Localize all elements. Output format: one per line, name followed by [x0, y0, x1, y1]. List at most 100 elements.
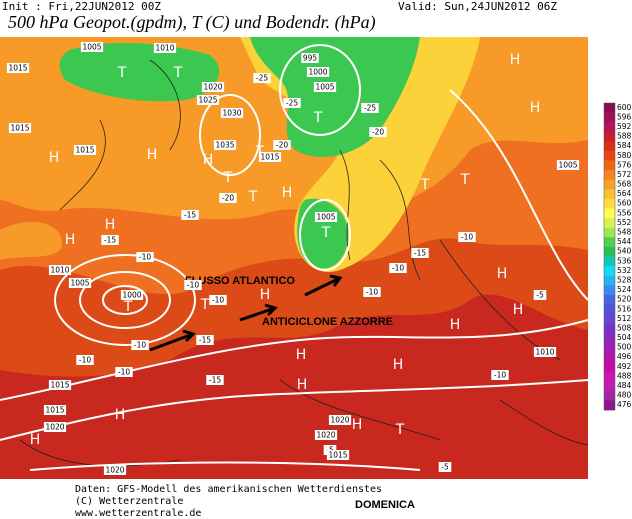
label-box [209, 295, 227, 305]
map-label: -20 [222, 194, 234, 203]
legend-swatch [604, 246, 615, 257]
label-box [533, 290, 547, 300]
legend-label: 492 [617, 362, 632, 371]
legend-label: 548 [617, 228, 632, 237]
annotation: ANTICICLONE AZZORRE [262, 316, 393, 328]
legend-swatch [604, 390, 615, 401]
pressure-center: T [123, 299, 133, 315]
map-label: 1020 [105, 466, 124, 475]
pressure-center: T [420, 177, 430, 193]
label-box [103, 465, 127, 475]
map-label: 1010 [50, 266, 69, 275]
map-label: -20 [372, 128, 384, 137]
legend-swatch [604, 285, 615, 296]
label-box [101, 235, 119, 245]
legend-label: 552 [617, 218, 632, 227]
map-label: -10 [134, 341, 146, 350]
pressure-center: H [497, 266, 508, 282]
contour [54, 254, 196, 346]
legend-label: 564 [617, 189, 632, 198]
label-box [219, 193, 237, 203]
legend-label: 592 [617, 122, 632, 131]
pressure-center: H [282, 185, 293, 201]
legend-swatch [604, 381, 615, 392]
pressure-center: H [30, 432, 41, 448]
label-box [491, 370, 509, 380]
footer-source: Daten: GFS-Modell des amerikanischen Wet… [75, 484, 382, 495]
zone [59, 43, 220, 102]
pressure-center: H [352, 417, 363, 433]
label-box [120, 290, 144, 300]
legend-label: 488 [617, 371, 632, 380]
map-label: 1015 [50, 381, 69, 390]
label-box [206, 375, 224, 385]
legend-label: 600 [617, 103, 632, 112]
contour [0, 89, 589, 471]
label-box [73, 145, 97, 155]
label-box [363, 287, 381, 297]
legend-swatch [604, 256, 615, 267]
legend-label: 568 [617, 180, 632, 189]
label-box [115, 367, 133, 377]
legend-swatch [604, 352, 615, 363]
map-label: 1010 [155, 44, 174, 53]
pressure-center: H [393, 357, 404, 373]
label-box [313, 82, 337, 92]
map-label: -5 [441, 463, 449, 472]
pressure-center: T [255, 144, 265, 160]
label-box [220, 108, 244, 118]
label-box [369, 127, 387, 137]
map-label: -10 [79, 356, 91, 365]
legend-swatch [604, 400, 615, 411]
legend-label: 532 [617, 266, 632, 275]
legend-swatch [604, 227, 615, 238]
pressure-center: T [313, 110, 323, 126]
pressure-center: H [450, 317, 461, 333]
label-box [326, 450, 350, 460]
label-box [361, 103, 379, 113]
legend-swatch [604, 342, 615, 353]
legend-swatch [604, 208, 615, 219]
map-label: 1015 [75, 146, 94, 155]
label-box [153, 43, 177, 53]
pressure-center: T [395, 422, 405, 438]
annotation: FLUSSO ATLANTICO [185, 275, 295, 287]
map-label: 1010 [535, 348, 554, 357]
map-label: 1000 [122, 291, 141, 300]
map-label: -5 [536, 291, 544, 300]
map-label: 1000 [308, 68, 327, 77]
day-label: DOMENICA [355, 499, 415, 511]
map-label: -15 [104, 236, 116, 245]
label-box [68, 278, 92, 288]
pressure-center: H [147, 147, 158, 163]
map-label: 995 [303, 54, 318, 63]
legend-label: 512 [617, 314, 632, 323]
contour [279, 44, 361, 136]
map-label: -20 [276, 141, 288, 150]
legend-label: 476 [617, 400, 632, 409]
label-box [438, 462, 452, 472]
legend-label: 536 [617, 256, 632, 265]
pressure-center: H [513, 302, 524, 318]
legend-label: 588 [617, 132, 632, 141]
pressure-center: H [49, 150, 60, 166]
legend-label: 524 [617, 285, 632, 294]
label-box [258, 152, 282, 162]
legend-swatch [604, 333, 615, 344]
label-box [43, 422, 67, 432]
legend-label: 520 [617, 295, 632, 304]
arrow [149, 274, 343, 352]
label-box [283, 98, 301, 108]
label-box [48, 380, 72, 390]
map-label: -10 [212, 296, 224, 305]
map-label: -15 [199, 336, 211, 345]
label-box [306, 67, 330, 77]
legend-label: 516 [617, 304, 632, 313]
map-label: -10 [187, 281, 199, 290]
map-label: -15 [209, 376, 221, 385]
label-box [76, 355, 94, 365]
label-box [43, 405, 67, 415]
legend-label: 496 [617, 352, 632, 361]
pressure-center: H [510, 52, 521, 68]
